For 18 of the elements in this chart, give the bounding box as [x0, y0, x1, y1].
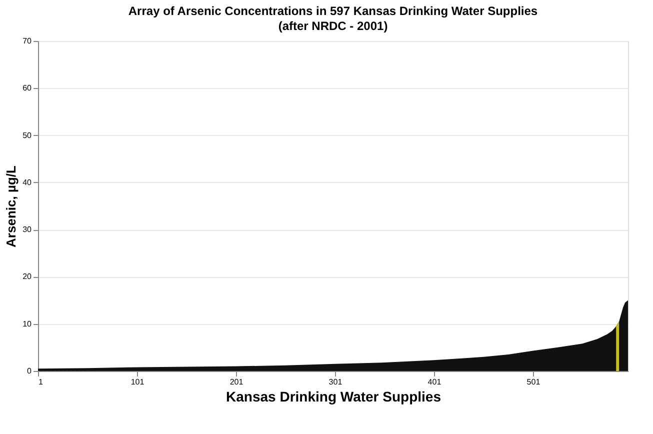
x-tick-label: 101 — [130, 378, 145, 386]
y-tick-label: 70 — [22, 36, 32, 46]
x-tick-label: 501 — [526, 378, 541, 386]
y-tick-label: 60 — [22, 84, 32, 93]
x-tick-label: 1 — [38, 378, 44, 386]
chart-subtitle: (after NRDC - 2001) — [278, 19, 388, 33]
y-tick-label: 30 — [22, 225, 32, 234]
x-tick-label: 301 — [328, 378, 343, 386]
y-tick-label: 40 — [22, 178, 32, 187]
y-tick-label: 20 — [22, 272, 32, 282]
y-tick-label: 10 — [22, 319, 32, 328]
x-axis-title: Kansas Drinking Water Supplies — [226, 388, 442, 404]
chart-title: Array of Arsenic Concentrations in 597 Kansas Drinking Water Supplies — [128, 4, 538, 18]
y-tick-label: 0 — [27, 366, 32, 376]
x-tick-label: 201 — [230, 378, 244, 386]
y-tick-label: 50 — [22, 130, 32, 140]
x-tick-label: 401 — [428, 378, 442, 386]
y-axis-title: Arsenic, µg/L — [4, 165, 19, 248]
